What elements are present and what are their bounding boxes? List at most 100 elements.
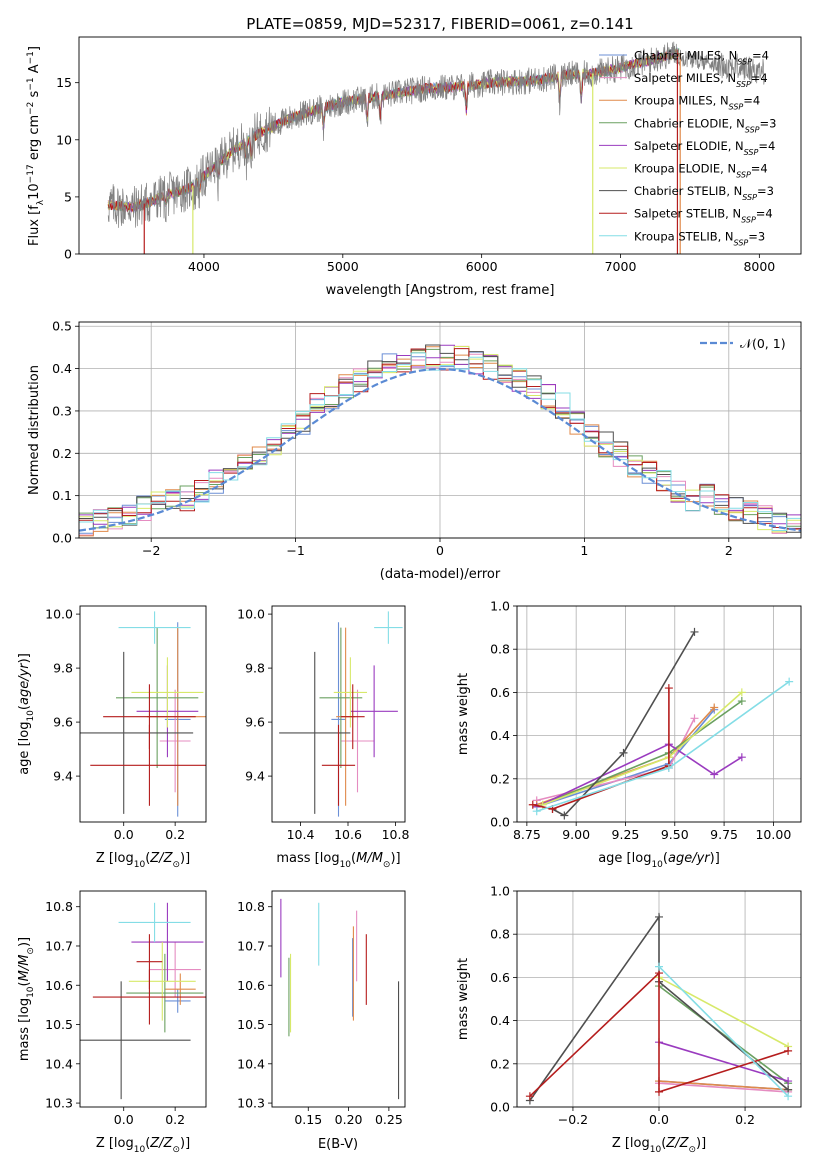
label-part: ⊙ (383, 860, 391, 870)
panel-age_vs_Z: 0.0 0.29.49.69.810.0Z [log10(Z/Z⊙)]age [l… (17, 605, 207, 870)
y-tick-label: 0.0 (490, 1100, 510, 1115)
y-tick-label: 10.5 (237, 1017, 265, 1032)
label-part: Z [log (612, 1136, 650, 1151)
series-line (658, 966, 789, 1097)
legend-label-part: Salpeter ELODIE, N (634, 139, 744, 153)
label-part: 10 (134, 1145, 146, 1155)
data-marker (655, 912, 663, 921)
legend-label-sub: SSP (736, 170, 751, 179)
y-tick-label: 0.4 (490, 1013, 510, 1028)
x-tick-label: 6000 (466, 259, 498, 274)
y-tick-label: 0.1 (52, 488, 72, 503)
label-part: Z/Z (149, 1136, 173, 1151)
label-part: erg cm (27, 115, 42, 164)
data-point-kroupa-miles (164, 973, 196, 1005)
label-part: ( (663, 851, 668, 866)
data-marker (785, 677, 794, 686)
data-point-salpeter-miles (149, 942, 201, 998)
label-part: M/M (356, 851, 383, 866)
y-tick-label: 0.3 (52, 403, 72, 418)
x-tick-label: 9.75 (710, 827, 738, 842)
label-part: −1 (26, 77, 36, 90)
x-axis-label: mass [log10(M/M⊙)] (276, 851, 400, 870)
series-kroupa-stelib (655, 962, 793, 1101)
plot-area-weight_vs_Z (525, 912, 793, 1105)
data-point-chabrier-elodie (116, 627, 199, 768)
label-part: Z/Z (149, 851, 173, 866)
data-marker (525, 1092, 534, 1101)
label-part: Flux [f (27, 205, 42, 246)
x-tick-label: −0.2 (558, 1112, 588, 1127)
plot-area-mass_vs_Z (80, 902, 206, 1100)
data-point-chabrier-elodie (319, 627, 363, 768)
series-line (536, 717, 696, 802)
panel-mass_vs_ebv: 0.15 0.20 0.25 10.3 10.4 10.5 10.6 10.7 10.8 E(B-… (237, 890, 406, 1152)
axes-frame (79, 890, 207, 1108)
series-line (536, 700, 743, 808)
y-tick-label: 0.0 (52, 531, 72, 546)
y-tick-label: 10.6 (45, 978, 73, 993)
label-part: s (27, 90, 42, 101)
x-tick-label: 8.75 (513, 827, 541, 842)
label-part: ⊙ (26, 947, 36, 955)
x-axis-label: wavelength [Angstrom, rest frame] (326, 283, 555, 298)
plot-area-weight_vs_age (528, 627, 794, 820)
legend-label-part: Chabrier MILES, N (634, 49, 737, 63)
label-part: 10 (26, 986, 36, 998)
series-salpeter-stelib (528, 684, 673, 814)
x-tick-label: 10.00 (755, 827, 791, 842)
y-tick-label: 0.6 (490, 970, 510, 985)
data-marker (784, 1046, 793, 1055)
y-tick-label: 10 (56, 132, 72, 147)
label-part: ⊙ (172, 1145, 180, 1155)
legend-label: Kroupa STELIB, NSSP=3 (634, 229, 765, 247)
x-tick-label: −1 (286, 543, 304, 558)
data-marker (737, 697, 746, 706)
y-tick-label: 9.4 (245, 769, 265, 784)
axes-frame (271, 605, 406, 823)
x-tick-label: 0 (436, 543, 444, 558)
data-point-salpeter-elodie (131, 902, 204, 982)
data-marker (690, 714, 699, 723)
y-tick-label: 0.5 (52, 319, 72, 334)
label-part: age/yr (668, 851, 711, 866)
data-marker (784, 1092, 793, 1101)
data-point-salpeter-elodie (350, 665, 398, 758)
label-part: )] (17, 937, 32, 947)
label-part: 10 (27, 183, 42, 200)
plot-area-age_vs_Z (80, 611, 206, 817)
legend-label: Kroupa ELODIE, NSSP=4 (634, 162, 768, 180)
legend-label-part: =4 (751, 162, 768, 176)
label-part: −1 (26, 51, 36, 64)
y-tick-label: 10.6 (237, 978, 265, 993)
x-tick-label: 0.25 (375, 1112, 403, 1127)
x-tick-label: 9.00 (562, 827, 590, 842)
axes-frame (79, 605, 207, 823)
series-salpeter-miles (532, 714, 699, 805)
legend-label-part: Kroupa MILES, N (634, 94, 729, 108)
data-marker (655, 1087, 663, 1096)
data-point-chabrier-stelib (279, 651, 351, 814)
y-tick-label: 0.4 (490, 728, 510, 743)
x-tick-label: 4000 (188, 259, 220, 274)
y-axis-label: mass [log10(M/M⊙)] (17, 937, 36, 1061)
panel-weight_vs_age: 8.75 9.00 9.25 9.50 9.75 10.00 0.0 0.2 0.4 0.6 0.8… (456, 599, 802, 870)
legend-label-part: Salpeter MILES, N (634, 71, 736, 85)
legend-label-sub: SSP (736, 80, 751, 89)
x-axis-label: Z [log10(Z/Z⊙)] (96, 851, 190, 870)
data-marker (784, 1077, 793, 1086)
y-tick-label: 9.6 (245, 715, 265, 730)
data-point-salpeter-stelib (136, 934, 163, 990)
x-axis-label: age [log10(age/yr)] (598, 851, 720, 870)
y-tick-label: 1.0 (490, 599, 510, 614)
y-tick-label: 9.6 (53, 715, 73, 730)
y-tick-label: 5 (64, 189, 72, 204)
legend-label: Salpeter STELIB, NSSP=4 (634, 207, 773, 225)
y-tick-label: 0 (64, 247, 72, 262)
series-salpeter-elodie (655, 1038, 793, 1086)
figure-title: PLATE=0859, MJD=52317, FIBERID=0061, z=0… (246, 15, 633, 33)
y-tick-label: 10.5 (45, 1017, 73, 1032)
y-tick-label: 10.4 (237, 1056, 265, 1071)
y-tick-label: 0.0 (490, 815, 510, 830)
histogram-kroupa-stelib (79, 352, 801, 531)
